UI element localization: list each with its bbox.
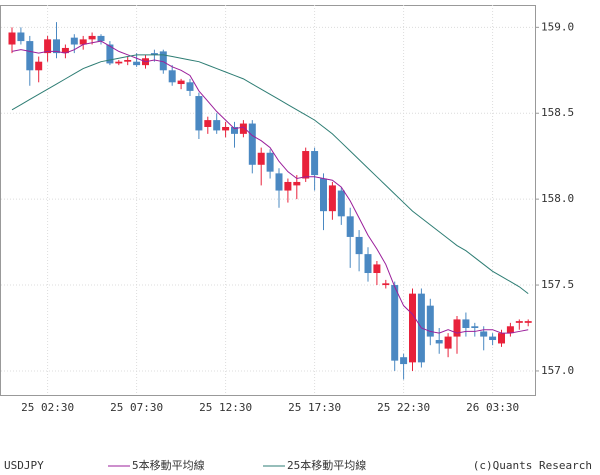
candle-body xyxy=(115,61,123,64)
candle-body xyxy=(302,151,310,179)
candle-body xyxy=(444,336,452,349)
y-tick-label: 158.5 xyxy=(541,106,574,119)
x-tick-label: 25 17:30 xyxy=(288,401,341,414)
x-tick-label: 25 22:30 xyxy=(377,401,430,414)
candle-body xyxy=(257,152,265,165)
candle-body xyxy=(391,285,399,361)
candle-body xyxy=(311,151,319,176)
candle-body xyxy=(61,47,69,54)
candle-body xyxy=(133,61,141,66)
x-tick-label: 25 12:30 xyxy=(199,401,252,414)
candle-body xyxy=(53,39,60,54)
candle-body xyxy=(355,236,363,255)
candle-body xyxy=(17,32,25,42)
candle-body xyxy=(400,357,408,365)
candle-body xyxy=(150,53,158,55)
x-tick-label: 26 03:30 xyxy=(466,401,519,414)
candle-body xyxy=(70,37,78,45)
candle-body xyxy=(426,305,434,337)
x-tick-label: 25 02:30 xyxy=(21,401,74,414)
candle-body xyxy=(435,340,443,344)
candle-body xyxy=(204,120,212,127)
candle-body xyxy=(248,123,256,165)
candle-body xyxy=(462,319,470,328)
candle-body xyxy=(213,120,221,131)
candle-body xyxy=(222,126,230,131)
candle-body xyxy=(88,35,96,40)
candle-body xyxy=(186,82,194,91)
y-tick-label: 157.0 xyxy=(541,364,574,377)
candle-body xyxy=(453,319,461,337)
candle-body xyxy=(275,173,283,191)
candle-body xyxy=(106,44,114,64)
candle-body xyxy=(489,336,497,341)
legend-label: 5本移動平均線 xyxy=(132,458,205,472)
candle-body xyxy=(480,331,488,337)
candle-body xyxy=(498,333,505,344)
candle-body xyxy=(44,39,52,54)
candle-body xyxy=(320,178,327,212)
candle-body xyxy=(293,181,301,186)
candle-body xyxy=(124,59,132,62)
symbol-label: USDJPY xyxy=(4,459,44,472)
y-tick-label: 158.0 xyxy=(541,192,574,205)
candle-body xyxy=(195,96,203,131)
candle-body xyxy=(284,181,292,191)
candle-body xyxy=(346,216,354,237)
candle-body xyxy=(266,152,274,172)
credit: (c)Quants Research xyxy=(473,459,592,472)
candle-body xyxy=(97,35,105,42)
candle-body xyxy=(524,321,532,323)
y-tick-label: 157.5 xyxy=(541,278,574,291)
candle-body xyxy=(364,254,372,274)
candle-body xyxy=(231,126,238,134)
candle-body xyxy=(168,70,176,83)
moving-average-line xyxy=(11,54,529,295)
candle-body xyxy=(35,61,43,71)
candle-body xyxy=(159,51,167,71)
candle-body xyxy=(409,293,416,363)
y-tick-label: 159.0 xyxy=(541,20,574,33)
candle-body xyxy=(471,326,479,328)
candle-body xyxy=(373,264,381,274)
moving-average-line xyxy=(11,40,529,334)
legend-label: 25本移動平均線 xyxy=(287,458,366,472)
candle-body xyxy=(8,32,16,45)
candle-body xyxy=(328,185,336,212)
candle-body xyxy=(79,39,87,45)
candle-body xyxy=(337,190,345,217)
candle-body xyxy=(506,326,514,334)
candle-body xyxy=(382,283,390,286)
candle-body xyxy=(515,321,523,323)
plot-frame xyxy=(0,5,536,396)
candle-body xyxy=(26,41,34,71)
candle-body xyxy=(239,123,247,134)
x-tick-label: 25 07:30 xyxy=(110,401,163,414)
candle-body xyxy=(177,80,185,85)
